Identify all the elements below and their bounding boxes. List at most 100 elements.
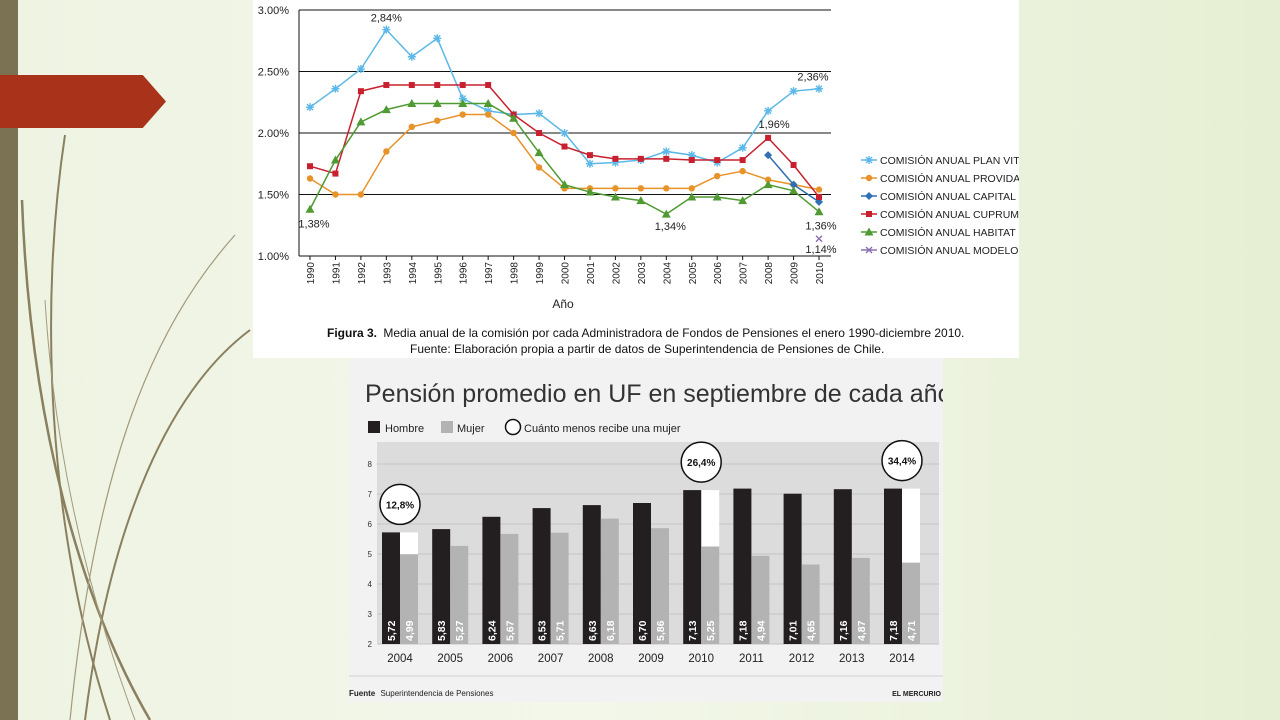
bar-hombre xyxy=(884,488,902,644)
line-point-circle xyxy=(612,185,619,192)
bar-mujer-value-label: 4,99 xyxy=(404,620,416,641)
bar-mujer xyxy=(400,554,418,644)
bar-hombre xyxy=(833,489,852,644)
gap-callout-circle xyxy=(881,439,923,482)
bar-mujer xyxy=(801,564,820,644)
line-point-triangle xyxy=(509,113,519,122)
line-point-circle xyxy=(764,176,772,183)
bar-hombre-value-label: 6,63 xyxy=(587,620,599,641)
bar-mujer-value-label: 5,27 xyxy=(454,620,466,641)
line-x-axis-label: Año xyxy=(552,297,574,311)
line-point-star xyxy=(738,143,747,152)
bar-hombre xyxy=(532,508,551,644)
line-x-tick-label: 2010 xyxy=(815,262,826,285)
line-point-triangle xyxy=(381,105,391,114)
line-point-circle xyxy=(815,186,823,193)
figure-bar-chart: Pensión promedio en UF en septiembre de … xyxy=(349,358,951,702)
line-point-circle xyxy=(357,191,365,198)
line-point-circle xyxy=(434,117,441,124)
line-point-star xyxy=(815,84,823,93)
gap-callout-label: 26,4% xyxy=(687,458,715,469)
line-annotation: 1,14% xyxy=(805,244,836,256)
line-point-triangle xyxy=(864,227,874,236)
bar-hombre-value-label: 7,01 xyxy=(788,620,800,641)
line-x-tick-label: 1994 xyxy=(408,262,419,285)
line-point-square xyxy=(408,82,415,89)
bar-legend: Hombre Mujer Cuánto menos recibe una muj… xyxy=(368,418,681,436)
line-point-triangle xyxy=(534,148,544,157)
line-x-tick-label: 2001 xyxy=(586,262,597,285)
line-legend-label: COMISIÓN ANUAL PROVIDA xyxy=(880,172,1019,185)
line-x-tick-label: 1995 xyxy=(433,262,444,285)
line-annotation: 1,36% xyxy=(805,221,836,233)
line-point-circle xyxy=(383,148,390,155)
line-point-star xyxy=(687,151,696,160)
line-point-triangle xyxy=(305,204,315,213)
bar-hombre xyxy=(382,532,400,644)
line-x-tick-label: 2009 xyxy=(790,262,801,285)
line-point-triangle xyxy=(636,196,646,205)
line-point-triangle xyxy=(763,180,773,189)
bar-category-label: 2014 xyxy=(889,653,915,665)
line-point-circle xyxy=(688,185,695,192)
bar-mujer xyxy=(701,546,720,644)
bar-y-tick-label: 2 xyxy=(368,640,373,649)
line-point-circle xyxy=(408,123,415,131)
bar-source: Fuente Superintendencia de Pensiones xyxy=(349,689,493,698)
line-x-tick-label: 1993 xyxy=(382,262,393,285)
bar-brand: EL MERCURIO xyxy=(892,691,941,698)
line-x-tick-label: 1996 xyxy=(459,262,470,285)
bar-mujer xyxy=(651,528,669,644)
bar-gap-highlight xyxy=(400,532,418,555)
gap-callout-circle xyxy=(379,483,421,526)
line-x-tick-label: 2006 xyxy=(713,262,724,285)
bar-hombre xyxy=(482,516,501,644)
line-point-square xyxy=(765,134,772,141)
line-series-group xyxy=(764,151,823,206)
slide-left-bar xyxy=(0,0,18,720)
line-point-square xyxy=(866,211,872,217)
bar-source-bold: Fuente xyxy=(349,689,376,698)
bar-category-label: 2011 xyxy=(739,653,764,665)
line-point-circle xyxy=(739,167,746,175)
line-x-tick-label: 2000 xyxy=(561,262,572,285)
line-point-square xyxy=(561,143,568,150)
bar-category-label: 2007 xyxy=(538,653,564,665)
line-point-star xyxy=(458,94,467,103)
line-series-group xyxy=(307,82,822,200)
line-point-triangle xyxy=(738,196,748,205)
bar-y-tick-label: 7 xyxy=(368,490,373,499)
line-point-square xyxy=(714,157,721,164)
line-point-square xyxy=(637,155,644,162)
bar-hombre xyxy=(432,529,451,644)
line-point-star xyxy=(484,106,493,115)
line-point-star xyxy=(585,159,594,168)
legend-swatch-mujer xyxy=(441,421,453,433)
line-point-square xyxy=(357,88,364,95)
line-point-triangle xyxy=(610,192,620,201)
bar-mujer-value-label: 5,86 xyxy=(655,620,667,641)
legend-label-mujer: Mujer xyxy=(457,423,485,435)
line-point-circle xyxy=(484,111,492,118)
decorative-curves xyxy=(20,134,251,720)
figure-caption-bold: Figura 3. xyxy=(327,326,377,340)
bar-y-tick-label: 5 xyxy=(368,550,373,559)
line-point-star xyxy=(433,34,442,43)
bar-mujer-value-label: 5,71 xyxy=(555,620,567,641)
line-point-square xyxy=(434,82,441,89)
line-point-star xyxy=(407,52,416,61)
line-x-tick-label: 1991 xyxy=(331,262,342,285)
bar-mujer-value-label: 4,87 xyxy=(856,620,868,641)
line-point-circle xyxy=(714,172,721,180)
legend-gap-circle-icon xyxy=(504,418,522,436)
bar-mujer xyxy=(751,555,770,644)
line-point-square xyxy=(612,155,619,162)
line-point-star xyxy=(535,109,544,118)
line-series-group xyxy=(305,98,824,218)
bar-hombre-value-label: 7,16 xyxy=(838,620,850,641)
line-legend-label: COMISIÓN ANUAL HABITAT xyxy=(880,226,1016,239)
line-x-tick-label: 2005 xyxy=(688,262,699,285)
line-point-square xyxy=(485,82,492,89)
line-x-tick-label: 1990 xyxy=(306,262,317,285)
line-point-x xyxy=(815,235,823,243)
